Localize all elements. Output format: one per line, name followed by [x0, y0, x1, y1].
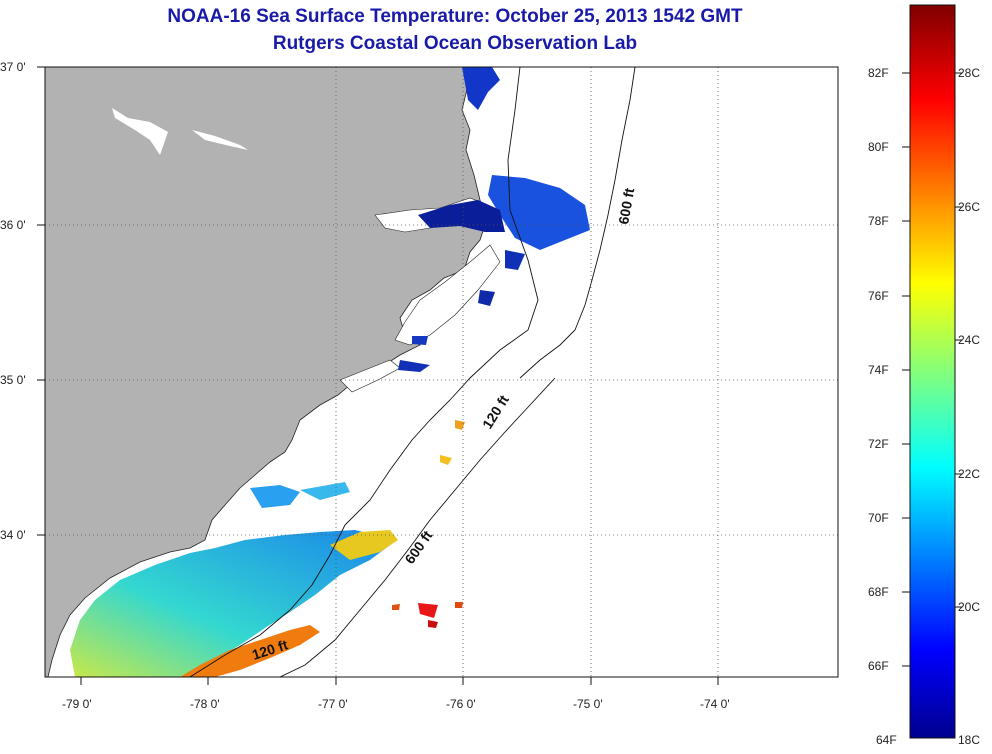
isobath-120 [344, 67, 539, 526]
cb-label-80f: 80F [868, 140, 889, 154]
lat-label-35: 35 0' [0, 373, 26, 387]
sst-patch-red-4 [455, 602, 463, 608]
cb-label-72f: 72F [868, 437, 889, 451]
cb-label-20c: 20C [958, 600, 980, 614]
lon-label-77: -77 0' [318, 697, 348, 711]
sst-patch-small-2 [398, 360, 430, 372]
cb-label-78f: 78F [868, 214, 889, 228]
sst-patch-small-1 [478, 290, 495, 306]
inland-lake-1 [112, 108, 168, 155]
sst-patch-north-1 [462, 67, 500, 110]
lat-label-36: 36 0' [0, 218, 26, 232]
cb-label-70f: 70F [868, 511, 889, 525]
sst-patch-central [250, 485, 300, 508]
plot-border [44, 66, 839, 678]
axis-ticks [37, 66, 719, 685]
map-title: NOAA-16 Sea Surface Temperature: October… [167, 6, 743, 27]
sst-patch-small-3 [412, 336, 428, 345]
inland-lake-2 [192, 130, 248, 150]
cb-label-74f: 74F [868, 363, 889, 377]
cb-label-28c: 28C [958, 66, 980, 80]
sst-patch-red-1 [418, 603, 438, 618]
sst-patch-yellow-2 [440, 455, 452, 465]
lat-label-34: 34 0' [0, 528, 26, 542]
sst-patch-central-2 [300, 482, 350, 500]
cb-label-68f: 68F [868, 585, 889, 599]
gridlines [45, 67, 838, 677]
sst-patch-red-3 [392, 604, 400, 610]
sst-patch-orange-2 [455, 420, 465, 430]
sst-patch-pamlico [505, 250, 525, 270]
map-subtitle: Rutgers Coastal Ocean Observation Lab [272, 33, 638, 54]
cb-label-64f: 64F [876, 733, 897, 747]
sst-patch-yellow [330, 530, 398, 560]
sst-patch-red-2 [428, 620, 438, 628]
isobath-label-600-north: 600 ft [615, 186, 637, 225]
isobath-600-north [519, 67, 636, 379]
cb-label-76f: 76F [868, 289, 889, 303]
sst-patch-orange [180, 625, 320, 677]
colorbar [909, 4, 956, 739]
cb-label-26c: 26C [958, 200, 980, 214]
sst-patch-sound [418, 200, 505, 232]
cb-label-22c: 22C [958, 467, 980, 481]
lat-label-37: 37 0' [0, 60, 26, 74]
cb-label-82f: 82F [868, 66, 889, 80]
cb-label-66f: 66F [868, 659, 889, 673]
sst-patch-south [70, 530, 390, 677]
lon-label-79: -79 0' [62, 697, 92, 711]
sst-patch-north-2 [488, 175, 590, 250]
colorbar-ticks [902, 72, 962, 667]
lon-label-75: -75 0' [573, 697, 603, 711]
lon-label-78: -78 0' [190, 697, 220, 711]
pamlico-sound [394, 244, 501, 346]
cb-label-18c: 18C [958, 733, 980, 747]
isobath-120-south [189, 524, 346, 677]
lon-label-74: -74 0' [700, 697, 730, 711]
cb-label-24c: 24C [958, 333, 980, 347]
lon-label-76: -76 0' [446, 697, 476, 711]
isobath-600-south [279, 377, 556, 677]
